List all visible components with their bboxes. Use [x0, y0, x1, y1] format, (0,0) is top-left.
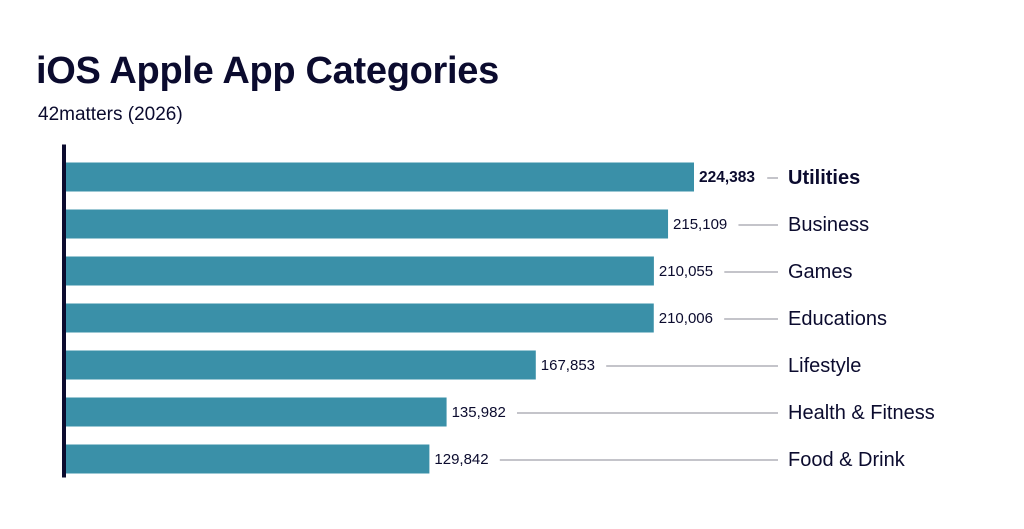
bar-row-educations: 210,006 Educations [66, 303, 887, 333]
category-label-health-and-fitness: Health & Fitness [788, 402, 935, 424]
bar-row-health-and-fitness: 135,982 Health & Fitness [66, 397, 935, 427]
category-label-food-and-drink: Food & Drink [788, 449, 906, 471]
value-label-lifestyle: 167,853 [541, 357, 595, 374]
bar-row-food-and-drink: 129,842 Food & Drink [66, 444, 906, 474]
bar-educations [66, 303, 654, 333]
category-label-business: Business [788, 214, 869, 236]
value-label-games: 210,055 [659, 263, 713, 280]
bar-row-lifestyle: 167,853 Lifestyle [66, 350, 861, 380]
bars-group: 224,383 Utilities 215,109 Business 210,055 Ga… [66, 162, 935, 474]
category-label-educations: Educations [788, 308, 887, 330]
bar-business [66, 209, 669, 239]
category-label-games: Games [788, 261, 852, 283]
category-label-utilities: Utilities [788, 167, 860, 189]
bar-lifestyle [66, 350, 536, 380]
value-label-health-and-fitness: 135,982 [452, 404, 506, 421]
value-label-business: 215,109 [673, 216, 727, 233]
category-label-lifestyle: Lifestyle [788, 355, 861, 377]
bar-row-utilities: 224,383 Utilities [66, 162, 860, 192]
bar-health-and-fitness [66, 397, 447, 427]
value-label-utilities: 224,383 [699, 169, 755, 186]
value-label-educations: 210,006 [659, 310, 713, 327]
bar-games [66, 256, 654, 286]
chart-subtitle: 42matters (2026) [38, 104, 183, 125]
bar-row-games: 210,055 Games [66, 256, 852, 286]
bar-utilities [66, 162, 694, 192]
bar-row-business: 215,109 Business [66, 209, 869, 239]
value-label-food-and-drink: 129,842 [434, 451, 488, 468]
bar-food-and-drink [66, 444, 430, 474]
chart-title: iOS Apple App Categories [36, 50, 499, 92]
